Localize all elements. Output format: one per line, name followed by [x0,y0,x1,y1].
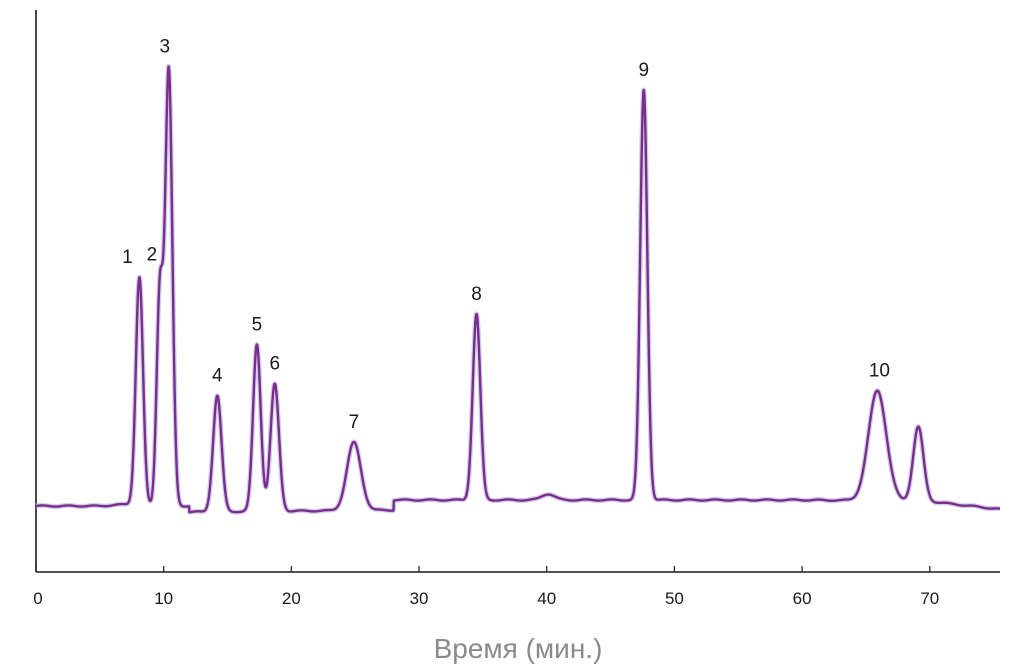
peak-label-1: 1 [122,247,133,268]
x-tick-label: 60 [793,589,812,608]
axes [35,10,1000,573]
peak-label-7: 7 [349,412,360,433]
x-tick-label: 0 [33,589,42,608]
peak-label-5: 5 [252,314,263,335]
chromatogram-trace [35,65,1001,514]
x-axis-title: Время (мин.) [434,633,603,664]
peak-label-2: 2 [147,244,158,265]
peak-label-10: 10 [869,361,890,382]
x-tick-label: 30 [410,589,429,608]
x-tick-label: 70 [920,589,939,608]
x-tick-label: 20 [282,589,301,608]
peak-label-4: 4 [212,366,223,387]
x-tick-label: 10 [154,589,173,608]
x-tick-labels: 0 10 20 30 40 50 60 70 [33,589,939,608]
x-tick-label: 40 [537,589,556,608]
peak-label-3: 3 [160,36,171,57]
peak-label-9: 9 [638,60,649,81]
x-ticks [35,566,931,572]
peak-label-8: 8 [471,284,482,305]
peak-label-6: 6 [269,354,280,375]
chromatogram-trace-shadow [33,63,1003,515]
x-tick-label: 50 [665,589,684,608]
